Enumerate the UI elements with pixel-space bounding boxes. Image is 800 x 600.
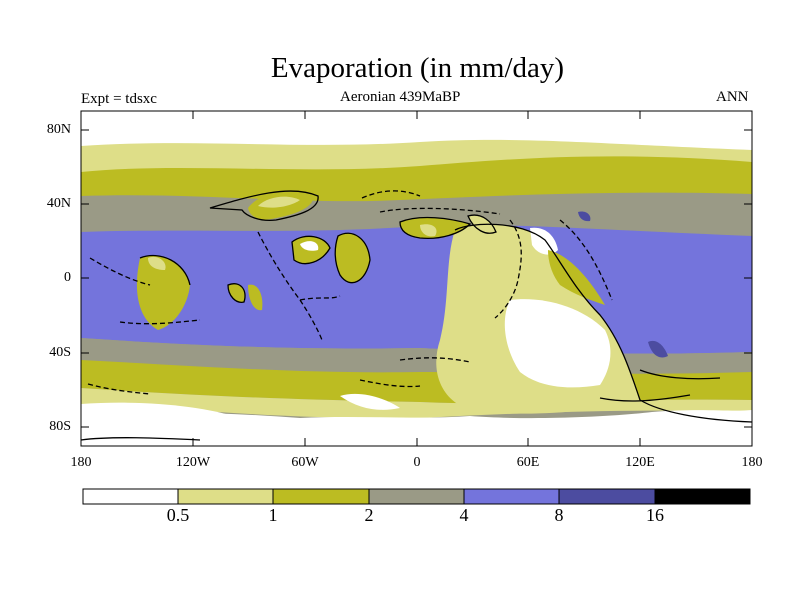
period-label: Aeronian 439MaBP <box>340 89 461 105</box>
map-field <box>80 110 753 447</box>
colorbar-label-2: 2 <box>364 505 374 525</box>
x-tick-120w: 120W <box>175 455 211 470</box>
season-label: ANN <box>716 89 749 105</box>
y-tick-80s: 80S <box>49 419 71 434</box>
colorbar-label-16: 16 <box>646 505 664 525</box>
colorbar-box-3 <box>273 489 369 504</box>
colorbar-label-1: 1 <box>268 505 278 525</box>
colorbar-box-7 <box>655 489 750 504</box>
axis-ticks <box>81 111 752 446</box>
x-tick-180w: 180 <box>70 455 92 470</box>
colorbar-box-1 <box>83 489 178 504</box>
x-tick-120e: 120E <box>625 455 655 470</box>
y-tick-40s: 40S <box>49 345 71 360</box>
x-tick-60w: 60W <box>291 455 319 470</box>
x-tick-60e: 60E <box>516 455 540 470</box>
colorbar-label-0-5: 0.5 <box>166 505 190 525</box>
colorbar <box>82 488 751 505</box>
y-tick-80n: 80N <box>46 122 71 137</box>
colorbar-label-8: 8 <box>554 505 564 525</box>
map-title: Evaporation (in mm/day) <box>270 52 565 84</box>
y-tick-40n: 40N <box>46 196 71 211</box>
x-tick-0: 0 <box>413 455 421 470</box>
colorbar-box-2 <box>178 489 273 504</box>
colorbar-box-5 <box>464 489 559 504</box>
experiment-label: Expt = tdsxc <box>81 91 157 107</box>
colorbar-label-4: 4 <box>459 505 469 525</box>
y-tick-0: 0 <box>64 270 71 285</box>
colorbar-box-4 <box>369 489 464 504</box>
x-tick-180e: 180 <box>741 455 763 470</box>
colorbar-box-6 <box>559 489 655 504</box>
